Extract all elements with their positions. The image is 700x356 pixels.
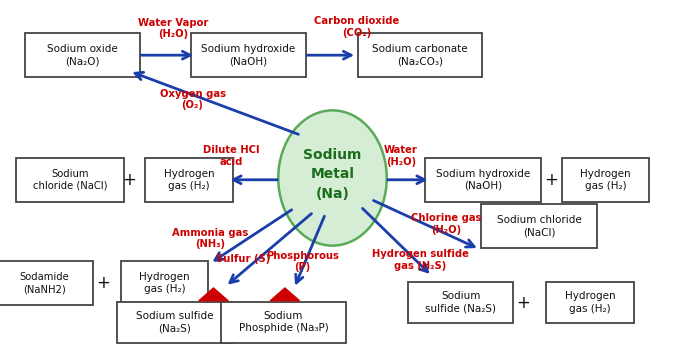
Text: +: + <box>97 274 111 292</box>
Text: Sodium
sulfide (Na₂S): Sodium sulfide (Na₂S) <box>425 292 496 314</box>
FancyBboxPatch shape <box>120 261 209 305</box>
Text: Sodium hydroxide
(NaOH): Sodium hydroxide (NaOH) <box>436 169 530 191</box>
FancyBboxPatch shape <box>547 282 634 323</box>
FancyBboxPatch shape <box>561 157 650 202</box>
FancyBboxPatch shape <box>146 157 232 202</box>
Text: Sodium chloride
(NaCl): Sodium chloride (NaCl) <box>496 215 582 237</box>
Text: Sodium
Metal
(Na): Sodium Metal (Na) <box>303 148 362 201</box>
Text: Sodium hydroxide
(NaOH): Sodium hydroxide (NaOH) <box>202 44 295 66</box>
Text: Water Vapor
(H₂O): Water Vapor (H₂O) <box>139 18 209 39</box>
FancyBboxPatch shape <box>425 157 540 202</box>
Text: Sodium oxide
(Na₂O): Sodium oxide (Na₂O) <box>47 44 118 66</box>
Text: Ammonia gas
(NH₃): Ammonia gas (NH₃) <box>172 228 248 249</box>
Text: +: + <box>516 294 530 312</box>
FancyBboxPatch shape <box>117 302 232 342</box>
FancyBboxPatch shape <box>408 282 513 323</box>
Text: Phosphorous
(P): Phosphorous (P) <box>266 251 339 272</box>
Text: Hydrogen sulfide
gas (H₂S): Hydrogen sulfide gas (H₂S) <box>372 249 468 271</box>
Text: Water
(H₂O): Water (H₂O) <box>384 145 418 167</box>
FancyBboxPatch shape <box>221 302 346 342</box>
Polygon shape <box>199 288 228 301</box>
Text: Sodium
Phosphide (Na₃P): Sodium Phosphide (Na₃P) <box>239 311 328 333</box>
Text: Dilute HCl
acid: Dilute HCl acid <box>203 145 259 167</box>
Text: Chlorine gas
(H₂O): Chlorine gas (H₂O) <box>412 214 482 235</box>
Text: Sodium sulfide
(Na₂S): Sodium sulfide (Na₂S) <box>136 311 214 333</box>
Text: Sodium
chloride (NaCl): Sodium chloride (NaCl) <box>33 169 107 191</box>
FancyBboxPatch shape <box>25 33 140 78</box>
Text: Sulfur (S): Sulfur (S) <box>216 254 271 264</box>
Text: Hydrogen
gas (H₂): Hydrogen gas (H₂) <box>139 272 190 294</box>
Text: Sodamide
(NaNH2): Sodamide (NaNH2) <box>19 272 69 294</box>
Text: Hydrogen
gas (H₂): Hydrogen gas (H₂) <box>164 169 214 191</box>
FancyBboxPatch shape <box>482 204 596 248</box>
Polygon shape <box>270 288 300 301</box>
Text: +: + <box>122 171 136 189</box>
Text: Carbon dioxide
(CO₂): Carbon dioxide (CO₂) <box>314 16 400 37</box>
Text: Sodium carbonate
(Na₂CO₃): Sodium carbonate (Na₂CO₃) <box>372 44 468 66</box>
Text: Oxygen gas
(O₂): Oxygen gas (O₂) <box>160 89 225 110</box>
FancyBboxPatch shape <box>358 33 482 78</box>
Text: +: + <box>545 171 559 189</box>
FancyBboxPatch shape <box>0 261 93 305</box>
FancyBboxPatch shape <box>16 157 125 202</box>
FancyBboxPatch shape <box>190 33 307 78</box>
Text: Hydrogen
gas (H₂): Hydrogen gas (H₂) <box>565 292 615 314</box>
Ellipse shape <box>279 110 386 246</box>
Text: Hydrogen
gas (H₂): Hydrogen gas (H₂) <box>580 169 631 191</box>
